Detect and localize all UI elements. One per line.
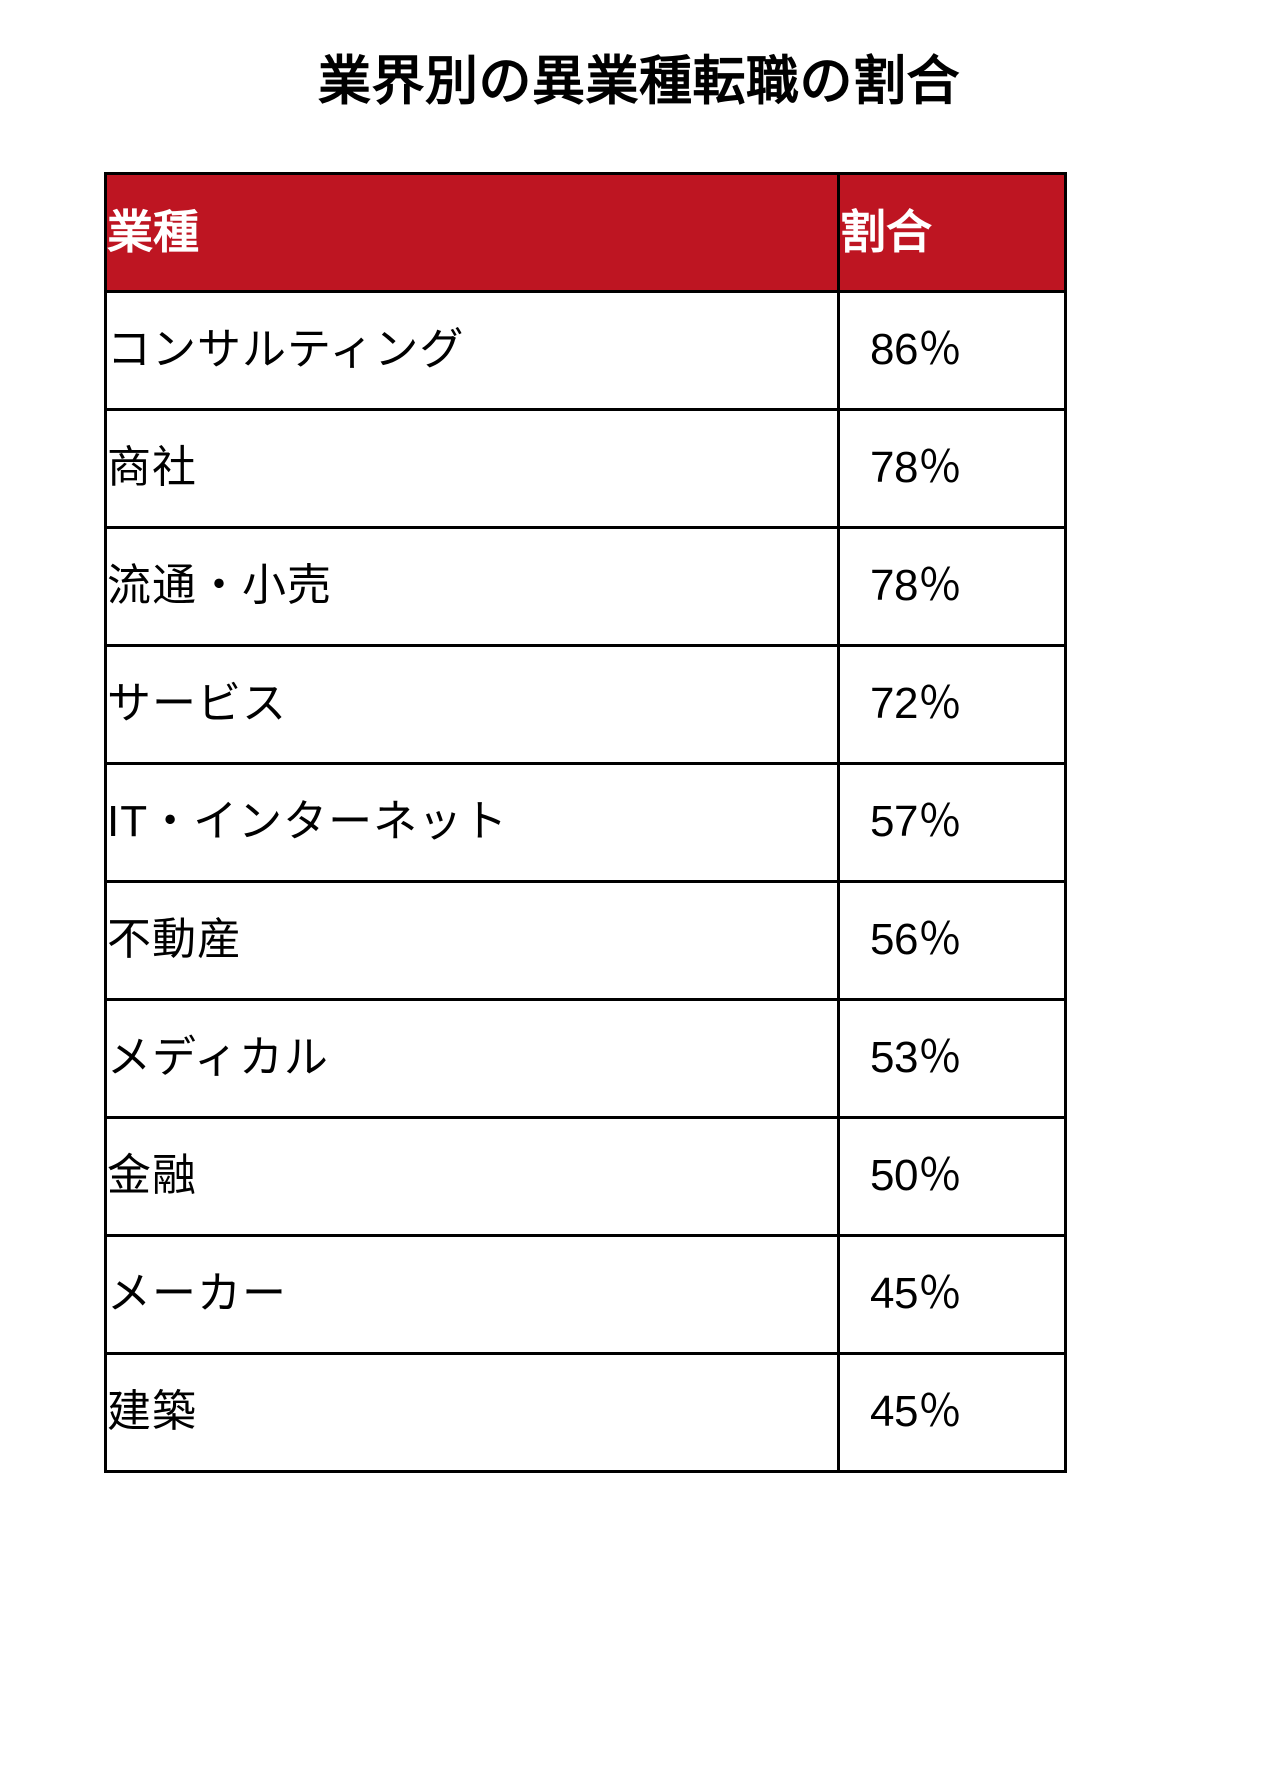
cell-rate: 45％ <box>837 1234 1067 1355</box>
table-row: 建築 45％ <box>104 1352 1067 1473</box>
table-row: 商社 78％ <box>104 408 1067 529</box>
cell-industry: 金融 <box>104 1116 840 1237</box>
cell-rate: 78％ <box>837 408 1067 529</box>
table-row: 不動産 56％ <box>104 880 1067 1001</box>
cell-rate: 45％ <box>837 1352 1067 1473</box>
cell-industry: コンサルティング <box>104 290 840 411</box>
cell-rate: 57％ <box>837 762 1067 883</box>
table-header: 業種 割合 <box>104 172 1067 293</box>
table-row: サービス 72％ <box>104 644 1067 765</box>
cell-rate: 56％ <box>837 880 1067 1001</box>
cell-rate: 72％ <box>837 644 1067 765</box>
cell-industry: 商社 <box>104 408 840 529</box>
cell-rate: 53％ <box>837 998 1067 1119</box>
cell-rate: 86％ <box>837 290 1067 411</box>
table-row: コンサルティング 86％ <box>104 290 1067 411</box>
cell-industry: 流通・小売 <box>104 526 840 647</box>
cell-industry: メディカル <box>104 998 840 1119</box>
table-row: IT・インターネット 57％ <box>104 762 1067 883</box>
table-row: メディカル 53％ <box>104 998 1067 1119</box>
cell-rate: 50％ <box>837 1116 1067 1237</box>
cell-industry: 建築 <box>104 1352 840 1473</box>
cell-industry: 不動産 <box>104 880 840 1001</box>
industry-rate-table: 業種 割合 コンサルティング 86％ 商社 78％ 流通・小売 78％ <box>104 172 1067 1473</box>
table-header-row: 業種 割合 <box>104 172 1067 293</box>
table-row: 金融 50％ <box>104 1116 1067 1237</box>
cell-industry: IT・インターネット <box>104 762 840 883</box>
cell-industry: サービス <box>104 644 840 765</box>
column-header-industry: 業種 <box>104 172 840 293</box>
table-body: コンサルティング 86％ 商社 78％ 流通・小売 78％ サービス 72％ I… <box>104 290 1067 1473</box>
data-table-container: 業種 割合 コンサルティング 86％ 商社 78％ 流通・小売 78％ <box>104 172 1067 1473</box>
column-header-rate: 割合 <box>837 172 1067 293</box>
cell-industry: メーカー <box>104 1234 840 1355</box>
table-row: 流通・小売 78％ <box>104 526 1067 647</box>
page-title: 業界別の異業種転職の割合 <box>318 52 960 111</box>
cell-rate: 78％ <box>837 526 1067 647</box>
table-row: メーカー 45％ <box>104 1234 1067 1355</box>
